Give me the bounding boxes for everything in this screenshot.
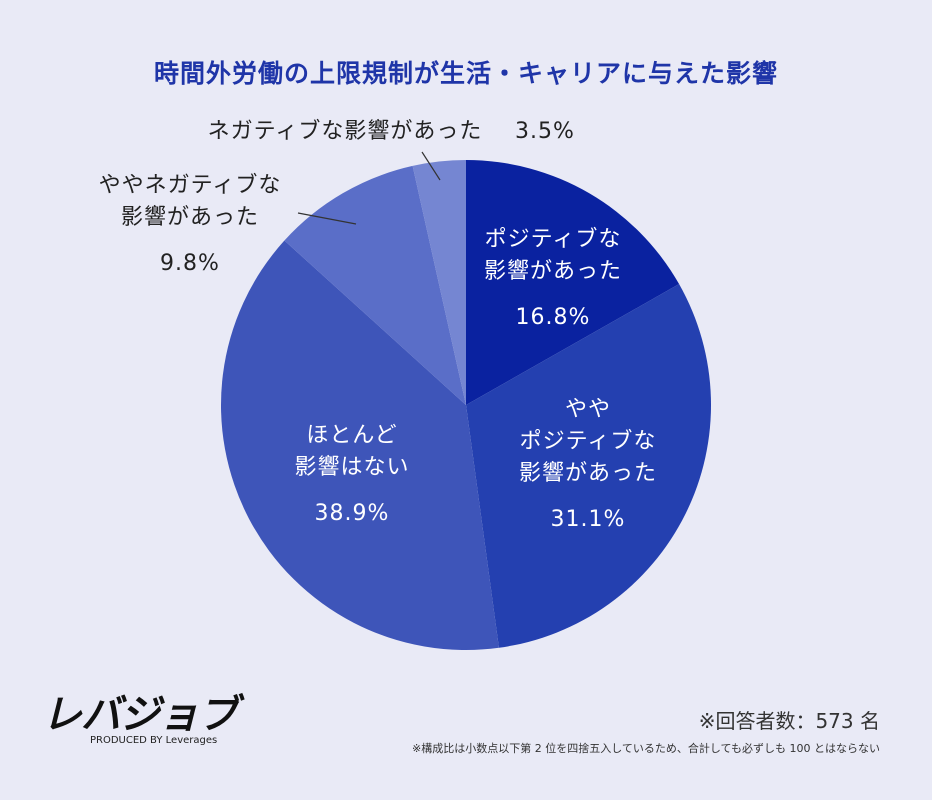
slice-label: ポジティブな 影響があった	[483, 227, 623, 284]
logo: レバジョブ	[42, 692, 238, 738]
leader-line	[297, 212, 357, 225]
pie-slice	[412, 160, 466, 405]
pie-slice	[466, 284, 711, 648]
sample-note: ※回答者数：573 名	[698, 709, 880, 733]
pie-slice	[221, 240, 499, 650]
chart-title: 時間外労働の上限規制が生活・キャリアに与えた影響	[153, 59, 778, 88]
pie-slice	[284, 165, 466, 405]
slice-label: ほとんど 影響はない	[294, 423, 410, 480]
slice-label: ややネガティブな 影響があった	[98, 173, 282, 230]
rounding-note: ※構成比は小数点以下第 2 位を四捨五入しているため、合計しても必ずしも 100…	[412, 742, 880, 755]
value-label: 16.8%	[515, 305, 591, 330]
slice-label: ネガティブな影響があった	[207, 119, 483, 144]
slice-label: やや ポジティブな 影響があった	[518, 397, 658, 486]
value-label: 38.9%	[314, 501, 390, 526]
pie-slice	[466, 160, 680, 405]
value-label: 31.1%	[550, 507, 626, 532]
leader-line	[421, 151, 441, 181]
value-label: 9.8%	[160, 251, 220, 276]
tagline: PRODUCED BY Leverages	[90, 735, 218, 746]
value-label: 3.5%	[515, 119, 575, 144]
